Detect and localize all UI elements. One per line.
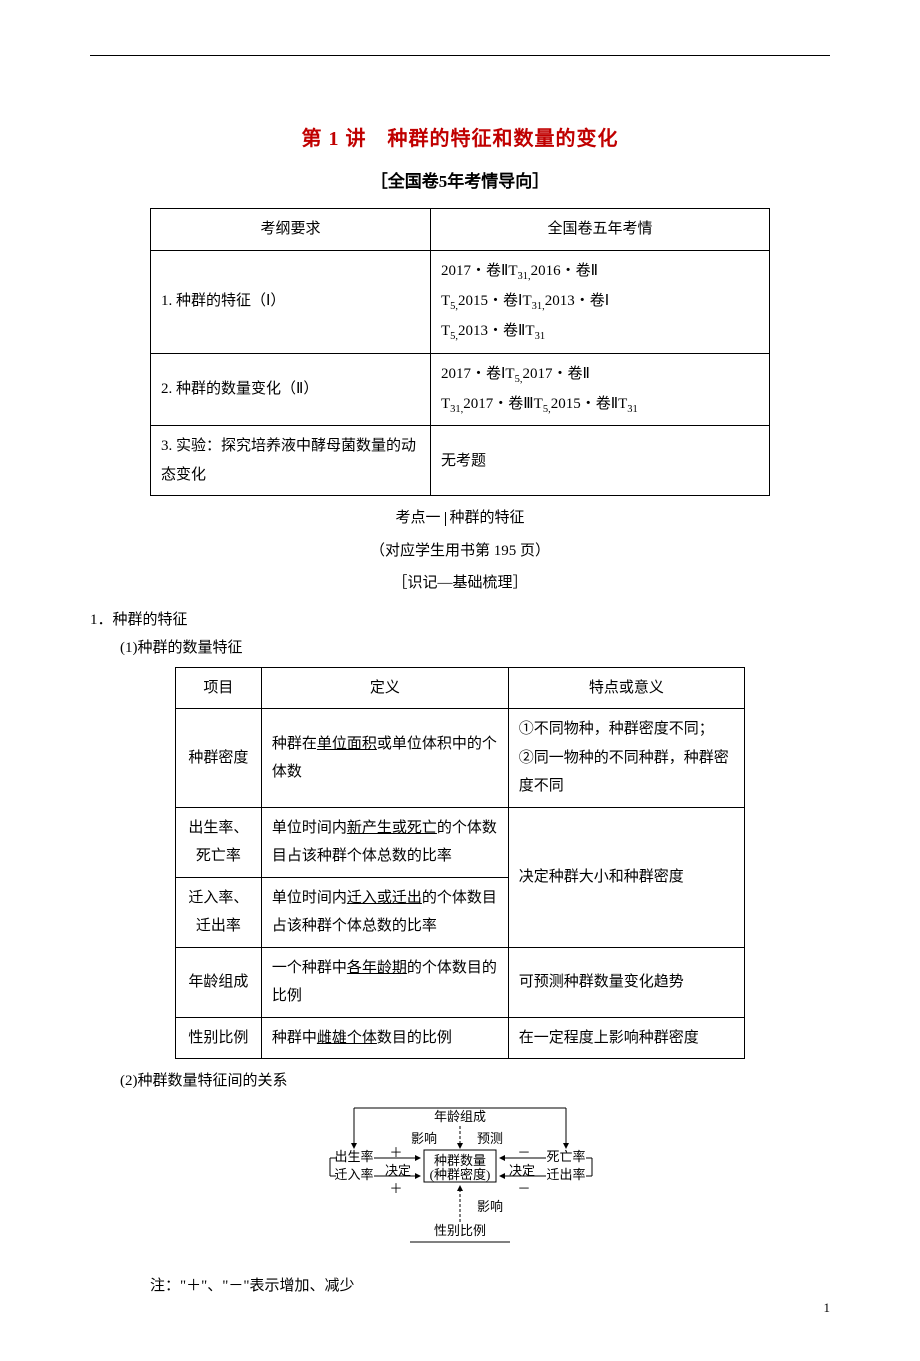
- svg-text:出生率: 出生率: [334, 1149, 373, 1164]
- characteristics-table: 项目 定义 特点或意义 种群密度 种群在单位面积或单位体积中的个体数 ①不同物种…: [175, 667, 745, 1060]
- keypoint-num: 考点一: [395, 510, 440, 526]
- t2-r2-item: 出生率、死亡率: [176, 807, 262, 877]
- svg-text:＋: ＋: [389, 1181, 402, 1196]
- t1-r3-years: 无考题: [431, 426, 770, 496]
- svg-text:(种群密度): (种群密度): [430, 1167, 491, 1182]
- svg-text:影响: 影响: [411, 1131, 437, 1146]
- svg-text:－: －: [517, 1181, 530, 1196]
- diagram-svg: 年龄组成影响预测出生率迁入率死亡率迁出率决定决定种群数量(种群密度)＋＋－－影响…: [290, 1104, 630, 1254]
- svg-text:迁出率: 迁出率: [546, 1167, 585, 1182]
- svg-text:死亡率: 死亡率: [546, 1149, 585, 1164]
- svg-text:年龄组成: 年龄组成: [434, 1109, 486, 1124]
- t2-r4-def: 一个种群中各年龄期的个体数目的比例: [261, 947, 508, 1017]
- separator-icon: [445, 512, 446, 526]
- exam-orientation-table: 考纲要求 全国卷五年考情 1. 种群的特征（Ⅰ） 2017・卷ⅡT31,2016…: [150, 208, 770, 496]
- t1-r2-req: 2. 种群的数量变化（Ⅱ）: [151, 353, 431, 426]
- t2-r4-item: 年龄组成: [176, 947, 262, 1017]
- t2-h3: 特点或意义: [508, 667, 744, 709]
- t1-r1-years: 2017・卷ⅡT31,2016・卷ⅡT5,2015・卷ⅠT31,2013・卷ⅠT…: [431, 250, 770, 353]
- page-reference: （对应学生用书第 195 页）: [90, 537, 830, 566]
- svg-text:影响: 影响: [477, 1199, 503, 1214]
- relationship-diagram: 年龄组成影响预测出生率迁入率死亡率迁出率决定决定种群数量(种群密度)＋＋－－影响…: [90, 1104, 830, 1265]
- t1-r1-req: 1. 种群的特征（Ⅰ）: [151, 250, 431, 353]
- t2-r2-def: 单位时间内新产生或死亡的个体数目占该种群个体总数的比率: [261, 807, 508, 877]
- svg-text:迁入率: 迁入率: [334, 1167, 373, 1182]
- svg-text:预测: 预测: [477, 1131, 503, 1146]
- t2-h1: 项目: [176, 667, 262, 709]
- t2-h2: 定义: [261, 667, 508, 709]
- t1-header-req: 考纲要求: [151, 209, 431, 251]
- page-number: 1: [824, 1296, 831, 1321]
- subtitle: ［全国卷5年考情导向］: [90, 166, 830, 198]
- svg-text:决定: 决定: [385, 1163, 411, 1178]
- diagram-note: 注："＋"、"－"表示增加、减少: [90, 1272, 830, 1301]
- t2-r1-def: 种群在单位面积或单位体积中的个体数: [261, 709, 508, 808]
- t2-r5-def: 种群中雌雄个体数目的比例: [261, 1017, 508, 1059]
- sec1-sub1: (1)种群的数量特征: [90, 634, 830, 663]
- t2-r3-def: 单位时间内迁入或迁出的个体数目占该种群个体总数的比率: [261, 877, 508, 947]
- section-1: 1．种群的特征 (1)种群的数量特征 项目 定义 特点或意义 种群密度 种群在单…: [90, 606, 830, 1301]
- keypoint-heading: 考点一种群的特征: [90, 504, 830, 533]
- t2-r2-meaning: 决定种群大小和种群密度: [508, 807, 744, 947]
- t2-r1-meaning: ①不同物种，种群密度不同；②同一物种的不同种群，种群密度不同: [508, 709, 744, 808]
- page-top-rule: [90, 55, 830, 56]
- keypoint-title: 种群的特征: [450, 510, 525, 526]
- svg-text:－: －: [517, 1145, 530, 1160]
- t2-r4-meaning: 可预测种群数量变化趋势: [508, 947, 744, 1017]
- t1-r3-req: 3. 实验：探究培养液中酵母菌数量的动态变化: [151, 426, 431, 496]
- svg-text:决定: 决定: [509, 1163, 535, 1178]
- svg-text:＋: ＋: [389, 1145, 402, 1160]
- svg-text:种群数量: 种群数量: [434, 1153, 486, 1168]
- memo-label: ［识记—基础梳理］: [90, 569, 830, 598]
- t2-r5-meaning: 在一定程度上影响种群密度: [508, 1017, 744, 1059]
- lecture-title: 第 1 讲 种群的特征和数量的变化: [90, 120, 830, 158]
- t2-r3-item: 迁入率、迁出率: [176, 877, 262, 947]
- svg-text:性别比例: 性别比例: [434, 1223, 486, 1238]
- t2-r1-item: 种群密度: [176, 709, 262, 808]
- sec1-title: 1．种群的特征: [90, 606, 830, 635]
- t2-r5-item: 性别比例: [176, 1017, 262, 1059]
- t1-header-years: 全国卷五年考情: [431, 209, 770, 251]
- sec1-sub2: (2)种群数量特征间的关系: [90, 1067, 830, 1096]
- t1-r2-years: 2017・卷ⅠT5,2017・卷ⅡT31,2017・卷ⅢT5,2015・卷ⅡT3…: [431, 353, 770, 426]
